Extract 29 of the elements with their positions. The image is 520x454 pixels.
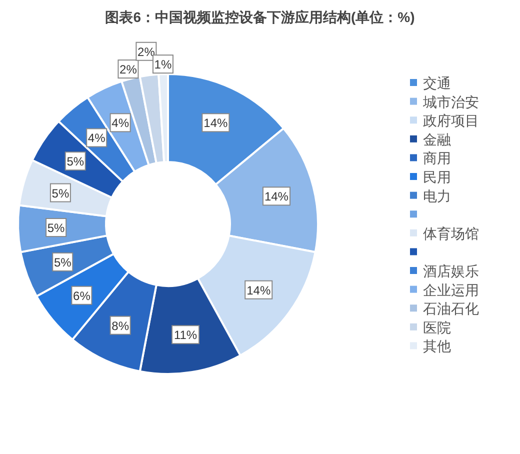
legend-label: 交通 [423, 76, 451, 92]
legend-label: 其他 [423, 339, 451, 356]
legend-label: 金融 [423, 132, 451, 148]
data-label: 2% [120, 62, 138, 77]
chart-title: 图表6：中国视频监控设备下游应用结构(单位：%) [105, 9, 415, 25]
legend-label: 酒店娱乐 [423, 264, 479, 280]
data-label: 5% [47, 221, 66, 236]
data-label: 5% [66, 154, 84, 169]
data-label: 4% [112, 116, 130, 130]
legend-label: 政府项目 [423, 114, 479, 130]
data-label: 2% [138, 44, 156, 59]
data-label: 5% [52, 186, 70, 200]
data-label: 1% [154, 58, 172, 72]
data-label: 5% [54, 255, 72, 270]
legend-label: 商用 [423, 151, 451, 168]
data-label: 8% [112, 318, 130, 333]
data-label: 14% [264, 190, 289, 204]
legend-label: 城市治安 [422, 94, 479, 111]
data-label: 14% [204, 116, 228, 130]
legend-label: 体育场馆 [423, 225, 479, 242]
data-label: 14% [246, 283, 271, 298]
data-label: 4% [88, 131, 106, 146]
data-label: 6% [73, 288, 91, 303]
legend-label: 电力 [423, 188, 451, 205]
legend-label: 民用 [423, 171, 451, 186]
legend-label: 医院 [423, 320, 451, 336]
data-label: 11% [174, 328, 198, 342]
legend-label: 企业运用 [423, 282, 479, 299]
legend-label: 石油石化 [423, 302, 479, 318]
